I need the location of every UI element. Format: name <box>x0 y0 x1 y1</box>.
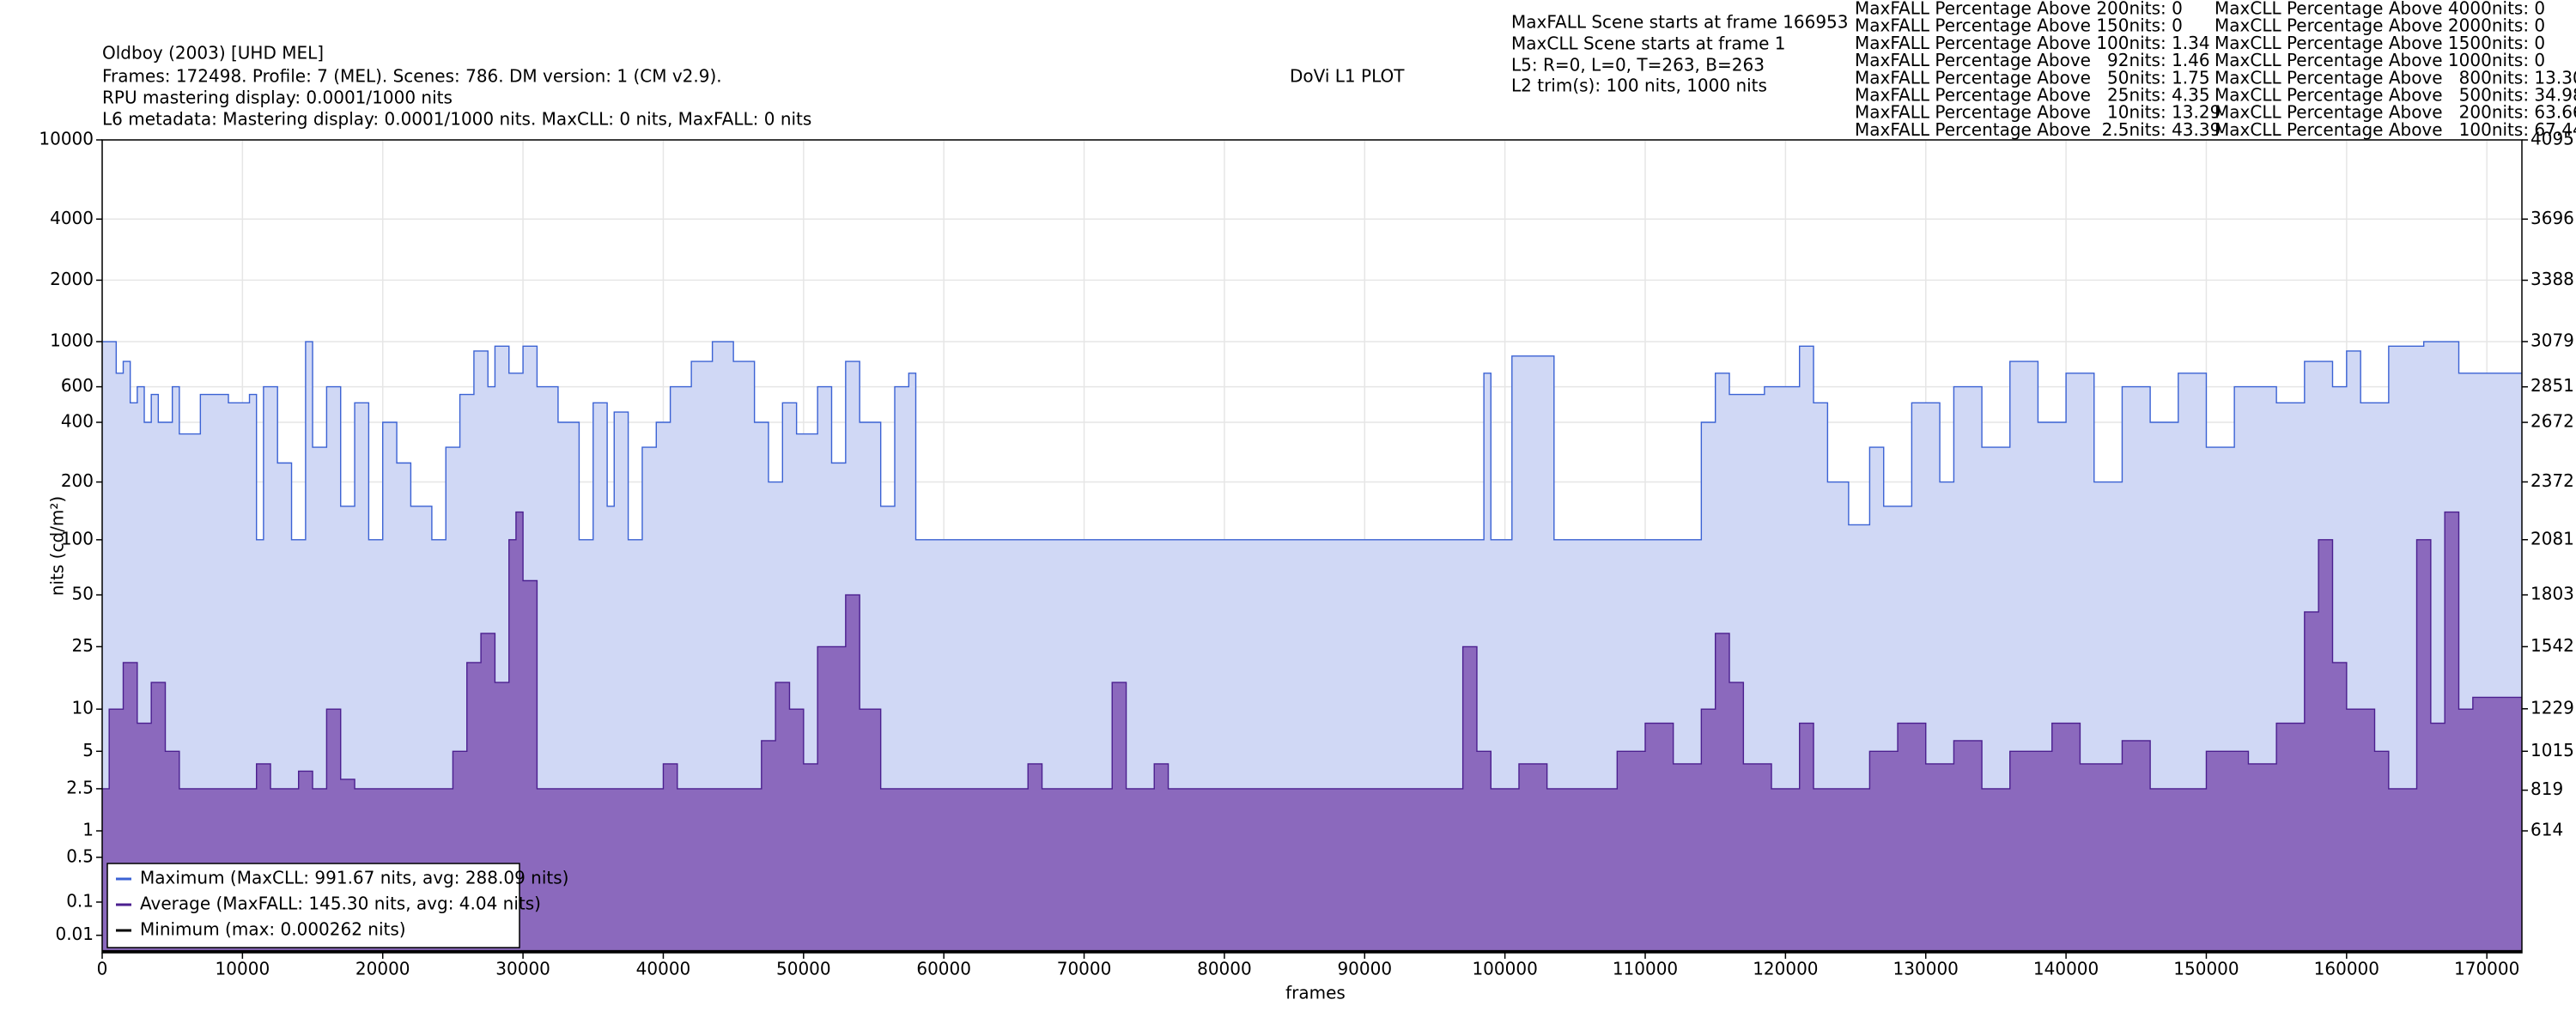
stat-line: MaxCLL Percentage Above 500nits: 34.98 <box>2215 85 2576 106</box>
y-tick-label: 100 <box>61 528 94 548</box>
y-tick-label: 0.5 <box>66 845 94 866</box>
y-tick-label: 1 <box>82 820 94 840</box>
y2-tick-label: 1015 <box>2530 740 2574 760</box>
stat-line: MaxFALL Percentage Above 2.5nits: 43.39 <box>1855 119 2221 140</box>
x-tick-label: 110000 <box>1613 959 1678 979</box>
stat-line: MaxFALL Percentage Above 150nits: 0 <box>1855 15 2183 36</box>
scene-line: MaxFALL Scene starts at frame 166953 <box>1511 12 1849 33</box>
x-tick-label: 130000 <box>1893 959 1959 979</box>
x-tick-label: 140000 <box>2033 959 2099 979</box>
y-tick-label: 0.1 <box>66 890 94 911</box>
y2-tick-label: 3079 <box>2530 330 2574 350</box>
legend: Maximum (MaxCLL: 991.67 nits, avg: 288.0… <box>106 863 568 948</box>
scene-line: L5: R=0, L=0, T=263, B=263 <box>1511 55 1765 76</box>
x-tick-label: 90000 <box>1337 959 1392 979</box>
y2-tick-label: 3388 <box>2530 269 2574 289</box>
y-tick-label: 10 <box>72 698 94 718</box>
stat-line: MaxCLL Percentage Above 200nits: 63.66 <box>2215 102 2576 123</box>
legend-box <box>106 863 520 948</box>
stat-line: MaxCLL Percentage Above 4000nits: 0 <box>2215 0 2545 19</box>
stat-line: MaxCLL Percentage Above 100nits: 67.44 <box>2215 119 2576 140</box>
y2-tick-label: 614 <box>2530 820 2563 840</box>
header: Oldboy (2003) [UHD MEL] Frames: 172498. … <box>102 12 1849 130</box>
x-tick-label: 160000 <box>2314 959 2379 979</box>
stat-line: MaxFALL Percentage Above 92nits: 1.46 <box>1855 50 2210 70</box>
y-tick-label: 1000 <box>50 330 94 351</box>
stat-line: MaxFALL Percentage Above 50nits: 1.75 <box>1855 67 2210 88</box>
stat-line: MaxCLL Percentage Above 800nits: 13.30 <box>2215 67 2576 88</box>
y2-tick-label: 2672 <box>2530 411 2574 432</box>
info-line: RPU mastering display: 0.0001/1000 nits <box>102 88 453 108</box>
x-tick-label: 40000 <box>636 959 691 979</box>
stat-line: MaxFALL Percentage Above 10nits: 13.29 <box>1855 102 2221 123</box>
x-tick-label: 150000 <box>2173 959 2239 979</box>
legend-label: Minimum (max: 0.000262 nits) <box>140 919 406 940</box>
stat-line: MaxFALL Percentage Above 25nits: 4.35 <box>1855 85 2210 106</box>
y-tick-label: 5 <box>82 740 94 760</box>
info-line: L6 metadata: Mastering display: 0.0001/1… <box>102 109 811 130</box>
y-axis-label: nits (cd/m²) <box>47 496 68 596</box>
stat-line: MaxFALL Percentage Above 100nits: 1.34 <box>1855 33 2210 53</box>
y-tick-label: 2000 <box>50 269 94 289</box>
info-line: Oldboy (2003) [UHD MEL] <box>102 43 324 64</box>
legend-label: Maximum (MaxCLL: 991.67 nits, avg: 288.0… <box>140 868 568 888</box>
series-line <box>102 341 2522 541</box>
y-tick-label: 2.5 <box>66 777 94 797</box>
y-tick-label: 4000 <box>50 208 94 228</box>
legend-label: Average (MaxFALL: 145.30 nits, avg: 4.04… <box>140 894 541 914</box>
x-tick-label: 0 <box>97 959 108 979</box>
series-area <box>102 512 2522 953</box>
stat-line: MaxCLL Percentage Above 1000nits: 0 <box>2215 50 2545 70</box>
x-axis-label: frames <box>1285 983 1346 1003</box>
chart-title: DoVi L1 PLOT <box>1290 66 1405 87</box>
x-tick-label: 120000 <box>1753 959 1818 979</box>
scene-line: L2 trim(s): 100 nits, 1000 nits <box>1511 76 1767 96</box>
y2-tick-label: 2851 <box>2530 375 2574 396</box>
stat-line: MaxFALL Percentage Above 200nits: 0 <box>1855 0 2183 19</box>
y2-tick-label: 3696 <box>2530 208 2574 228</box>
y-tick-label: 50 <box>72 584 94 604</box>
y-tick-label: 200 <box>61 470 94 491</box>
y2-tick-label: 1803 <box>2530 584 2574 604</box>
y-tick-label: 25 <box>72 635 94 656</box>
y2-tick-label: 1229 <box>2530 697 2574 718</box>
x-tick-label: 100000 <box>1472 959 1537 979</box>
info-line: Frames: 172498. Profile: 7 (MEL). Scenes… <box>102 66 722 87</box>
x-tick-label: 70000 <box>1057 959 1112 979</box>
y-tick-label: 400 <box>61 411 94 432</box>
x-tick-label: 80000 <box>1197 959 1252 979</box>
x-tick-label: 60000 <box>916 959 971 979</box>
x-tick-label: 50000 <box>776 959 831 979</box>
x-tick-label: 10000 <box>216 959 270 979</box>
stat-line: MaxCLL Percentage Above 1500nits: 0 <box>2215 33 2545 53</box>
x-tick-label: 20000 <box>355 959 410 979</box>
scene-line: MaxCLL Scene starts at frame 1 <box>1511 33 1786 54</box>
y-tick-label: 10000 <box>39 129 94 149</box>
y2-tick-label: 1542 <box>2530 635 2574 656</box>
x-tick-label: 170000 <box>2454 959 2519 979</box>
y-tick-label: 600 <box>61 375 94 396</box>
x-tick-label: 30000 <box>495 959 550 979</box>
plot-frame <box>101 139 2523 954</box>
y2-tick-label: 2372 <box>2530 470 2574 491</box>
y2-tick-label: 4095 <box>2530 129 2574 149</box>
series-line <box>102 511 2522 790</box>
y-tick-label: 0.01 <box>55 924 94 944</box>
y2-tick-label: 819 <box>2530 779 2563 799</box>
y2-tick-label: 2081 <box>2530 528 2574 548</box>
stat-line: MaxCLL Percentage Above 2000nits: 0 <box>2215 15 2545 36</box>
